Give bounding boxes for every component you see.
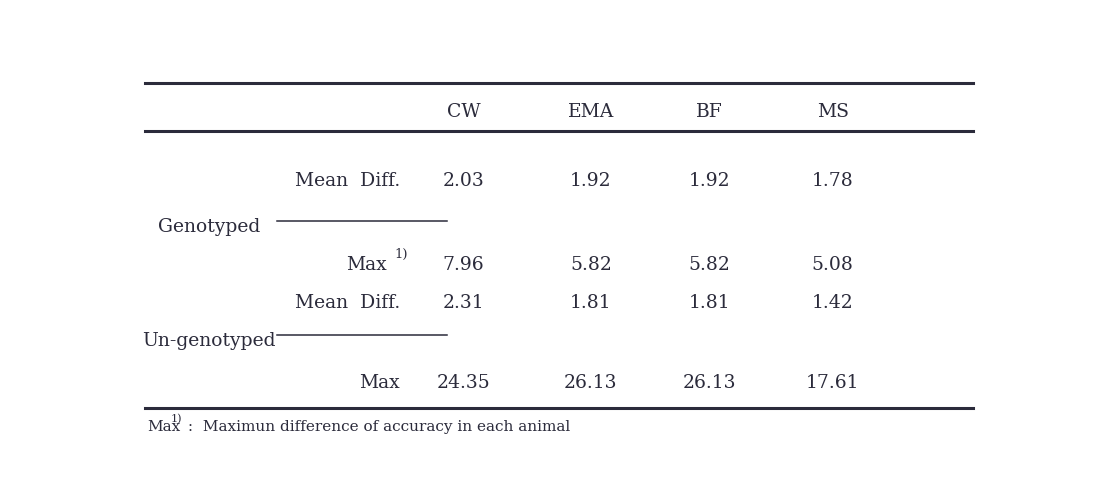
- Text: Max: Max: [346, 256, 388, 274]
- Text: 2.31: 2.31: [442, 294, 484, 312]
- Text: 26.13: 26.13: [683, 374, 737, 392]
- Text: 17.61: 17.61: [806, 374, 860, 392]
- Text: 1): 1): [171, 414, 183, 424]
- Text: Mean  Diff.: Mean Diff.: [295, 172, 400, 190]
- Text: 1.42: 1.42: [811, 294, 854, 312]
- Text: 1.81: 1.81: [570, 294, 612, 312]
- Text: 1): 1): [394, 248, 407, 260]
- Text: 5.82: 5.82: [689, 256, 730, 274]
- Text: Mean  Diff.: Mean Diff.: [295, 294, 400, 312]
- Text: BF: BF: [696, 103, 723, 121]
- Text: EMA: EMA: [568, 103, 614, 121]
- Text: :  Maximun difference of accuracy in each animal: : Maximun difference of accuracy in each…: [183, 420, 570, 434]
- Text: 5.08: 5.08: [811, 256, 854, 274]
- Text: CW: CW: [447, 103, 481, 121]
- Text: 7.96: 7.96: [442, 256, 484, 274]
- Text: 2.03: 2.03: [442, 172, 484, 190]
- Text: MS: MS: [817, 103, 849, 121]
- Text: 1.81: 1.81: [689, 294, 730, 312]
- Text: 1.78: 1.78: [811, 172, 854, 190]
- Text: 1.92: 1.92: [570, 172, 612, 190]
- Text: 1.92: 1.92: [689, 172, 730, 190]
- Text: Genotyped: Genotyped: [158, 218, 261, 236]
- Text: 26.13: 26.13: [564, 374, 618, 392]
- Text: Un-genotyped: Un-genotyped: [142, 332, 276, 350]
- Text: 5.82: 5.82: [570, 256, 612, 274]
- Text: 24.35: 24.35: [437, 374, 491, 392]
- Text: Max: Max: [147, 420, 181, 434]
- Text: Max: Max: [359, 374, 400, 392]
